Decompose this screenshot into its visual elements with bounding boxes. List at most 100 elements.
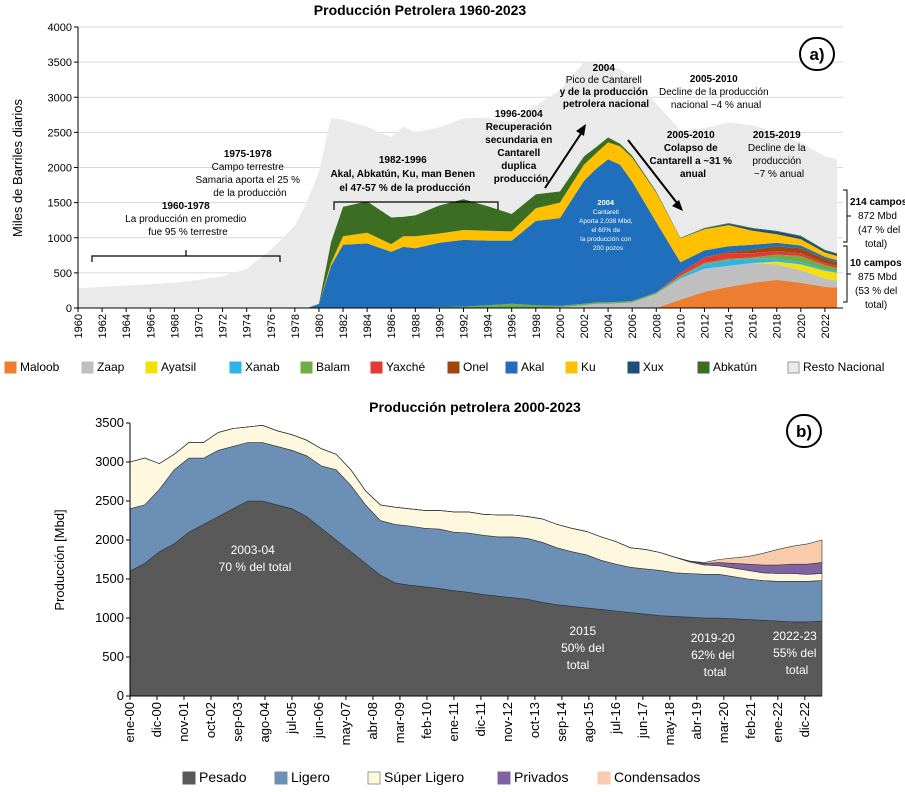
bracket-1960-1978: [91, 250, 281, 262]
chart-a-x-tick-label: 1978: [290, 314, 302, 338]
chart-b-y-ticks: 0 500 1000 1500 2000 2500 3000 3500: [95, 415, 130, 703]
chart-a-legend-label-ayatsil: Ayatsil: [161, 360, 196, 374]
annotation-1960-1978: 1960-1978 La producción en promedio fue …: [125, 196, 251, 238]
chart-b-y-tick-label: 2000: [95, 532, 124, 547]
chart-b-legend-swatch-privados: [497, 771, 511, 785]
chart-b-x-tick-label: oct-13: [527, 702, 542, 738]
chart-a-x-tick-label: 2014: [724, 314, 736, 338]
chart-b-x-tick-label: abr-19: [689, 702, 704, 740]
chart-a-legend-swatch-zaap: [81, 361, 94, 374]
chart-b-x-tick-label: dic-00: [149, 702, 164, 737]
annotation-2005-2010-cantarell: 2005-2010 Colapso de Cantarell a ~31 % a…: [650, 125, 737, 180]
chart-a-x-ticks: 1960 1962 1964 1966 1968 1970 1972 1974 1976 1978…: [73, 308, 832, 338]
chart-a-series-resto-nacional: [78, 62, 837, 308]
chart-a-x-tick-label: 2002: [579, 314, 591, 338]
chart-b-legend-swatch-pesado: [182, 771, 196, 785]
chart-b-title: Producción petrolera 2000-2023: [369, 399, 581, 415]
chart-b-areas: [129, 424, 823, 697]
chart-b-ylabel: Producción [Mbd]: [52, 509, 67, 610]
annotation-214-campos: 214 campos 872 Mbd (47 % del total): [850, 192, 905, 250]
chart-a-title: Producción Petrolera 1960-2023: [314, 2, 527, 18]
chart-a-x-tick-label: 1982: [338, 314, 350, 338]
chart-b-x-tick-label: ene-22: [770, 702, 785, 742]
chart-a-annotations: 1960-1978 La producción en promedio fue …: [91, 63, 905, 311]
chart-a-x-tick-label: 2012: [699, 314, 711, 338]
chart-a-series-abkatun: [78, 137, 837, 308]
chart-b-x-tick-label: nov-01: [176, 702, 191, 742]
annotation-2015-2019: 2015-2019 Decline de la producción ~7 % …: [748, 125, 810, 180]
chart-a-y-ticks: 0 500 1000 1500 2000 2500 3000 3500 4000: [48, 22, 78, 315]
chart-b-badge: b): [786, 414, 822, 448]
chart-a-x-tick-label: 1986: [386, 314, 398, 338]
chart-a-legend-label-onel: Onel: [463, 360, 488, 374]
chart-a-legend-swatch-abkatun: [697, 361, 710, 374]
chart-a-x-tick-label: 1998: [531, 314, 543, 338]
chart-a-x-tick-label: 1994: [483, 314, 495, 338]
chart-b-legend-label-privados: Privados: [514, 769, 568, 785]
chart-a-series-akal: [78, 159, 837, 308]
chart-b-x-tick-label: jul-16: [608, 702, 623, 735]
chart-b-y-tick-label: 500: [102, 649, 124, 664]
chart-a-x-tick-label: 2000: [555, 314, 567, 338]
chart-a-legend-label-ku: Ku: [581, 360, 596, 374]
chart-a-series-maloob: [78, 279, 837, 308]
chart-a-legend-label-balam: Balam: [316, 360, 350, 374]
chart-a-x-tick-label: 1972: [218, 314, 230, 338]
chart-a-x-tick-label: 1980: [314, 314, 326, 338]
annotation-1975-1978: 1975-1978 Campo terrestre Samaria aporta…: [196, 144, 305, 199]
arrow-down-head: [672, 200, 683, 211]
annotation-2019-20: 2019-20 62% del total: [691, 629, 740, 679]
chart-a-legend-swatch-akal: [505, 361, 518, 374]
chart-a-ylabel: Miles de Barriles diarios: [10, 99, 25, 237]
chart-b-x-tick-label: nov-12: [500, 702, 515, 742]
chart-b-x-tick-label: jun-06: [311, 702, 326, 739]
chart-a-x-tick-label: 2018: [772, 314, 784, 338]
annotation-2005-2010-national: 2005-2010 Decline de la producción nacio…: [659, 69, 773, 111]
chart-b-x-tick-label: dic-22: [797, 702, 812, 737]
annotation-2022-23: 2022-23 55% del total: [773, 627, 822, 677]
chart-a-x-tick-label: 2006: [627, 314, 639, 338]
brace-214-campos: [843, 189, 851, 243]
chart-a-legend-swatch-xanab: [229, 361, 242, 374]
chart-b-y-tick-label: 2500: [95, 493, 124, 508]
chart-b-y-tick-label: 3500: [95, 415, 124, 430]
chart-b-series-condensados: [129, 424, 823, 566]
chart-b-x-tick-label: may-07: [338, 702, 353, 745]
chart-a-legend-label-akal: Akal: [521, 360, 544, 374]
chart-a-y-tick-label: 1000: [48, 233, 72, 245]
chart-a-y-tick-label: 3500: [48, 57, 72, 69]
chart-a-legend-label-zaap: Zaap: [97, 360, 125, 374]
chart-a-x-tick-label: 1990: [434, 314, 446, 338]
chart-b-x-tick-label: ago-04: [257, 702, 272, 742]
chart-a-x-tick-label: 1974: [242, 314, 254, 338]
chart-b-x-tick-label: feb-21: [743, 702, 758, 739]
chart-b-legend-label-condensados: Condensados: [614, 769, 700, 785]
chart-b-x-tick-label: mar-09: [392, 702, 407, 743]
chart-b-x-tick-label: oct-02: [203, 702, 218, 738]
chart-a-y-tick-label: 2000: [48, 163, 72, 175]
annotation-2004-cantarell: 2004 Cantarell Aporta 2,038 Mbd, el 60% …: [579, 192, 637, 252]
chart-a-x-tick-label: 1964: [121, 314, 133, 338]
chart-b-legend-swatch-super-ligero: [367, 771, 381, 785]
chart-a-x-tick-label: 2016: [748, 314, 760, 338]
chart-a-y-tick-label: 3000: [48, 92, 72, 104]
chart-a-legend-label-abkatun: Abkatún: [713, 360, 757, 374]
chart-b-y-tick-label: 1000: [95, 610, 124, 625]
chart-a-x-tick-label: 2004: [603, 314, 615, 338]
chart-b-x-tick-label: sep-03: [230, 702, 245, 742]
annotation-1982-1996: 1982-1996 Akal, Abkatún, Ku, man Benen e…: [330, 150, 479, 194]
chart-a-x-tick-label: 1962: [97, 314, 109, 338]
chart-a-legend-swatch-xux: [627, 361, 640, 374]
chart-a-y-tick-label: 2500: [48, 127, 72, 139]
chart-b-legend-label-ligero: Ligero: [291, 769, 330, 785]
annotation-2015: 2015 50% del total: [561, 622, 609, 672]
chart-a-x-tick-label: 2022: [820, 314, 832, 338]
chart-a-legend-swatch-ku: [565, 361, 578, 374]
chart-a-legend-swatch-yaxche: [370, 361, 383, 374]
svg-text:b): b): [796, 422, 812, 441]
chart-a-x-tick-label: 2020: [796, 314, 808, 338]
chart-a-badge: a): [799, 37, 835, 71]
chart-a-x-tick-label: 2010: [675, 314, 687, 338]
chart-b-legend-label-pesado: Pesado: [199, 769, 247, 785]
